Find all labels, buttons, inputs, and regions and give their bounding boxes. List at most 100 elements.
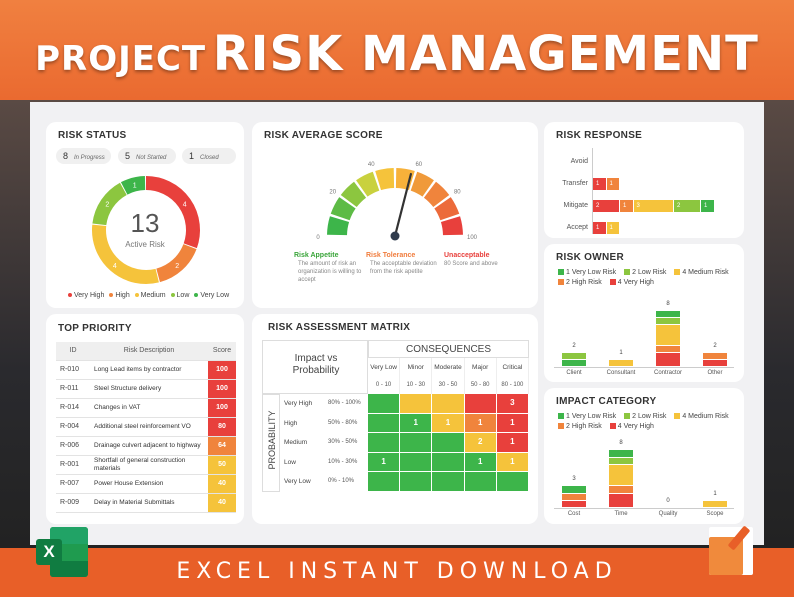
donut-slice-1 <box>155 243 197 283</box>
risk-owner-title: RISK OWNER <box>556 252 624 263</box>
impact-category-legend: 1 Very Low Risk 2 Low Risk 4 Medium Risk… <box>558 412 729 432</box>
owner-bars-total-3: 2 <box>713 343 717 349</box>
priority-id: R-011 <box>56 379 90 399</box>
priority-row: R-001 Shortfall of general construction m… <box>56 455 236 475</box>
owner-bars-total-2: 8 <box>666 301 670 307</box>
response-label-accept: Accept <box>566 224 588 231</box>
matrix-cell-4-1 <box>400 472 432 491</box>
gauge-segment-5 <box>395 168 415 191</box>
risk-average-title: RISK AVERAGE SCORE <box>264 130 383 141</box>
matrix-cell-3-0: 1 <box>368 452 400 472</box>
matrix-corner: Impact vs Probability <box>262 340 368 394</box>
matrix-col-0: Very Low <box>368 358 401 377</box>
priority-desc: Steel Structure delivery <box>90 379 208 399</box>
response-segment-1-1: 1 <box>606 178 619 190</box>
owner-bars-segment-2-1 <box>656 346 680 352</box>
gauge-segment-6 <box>410 171 434 197</box>
gauge-tick-20: 20 <box>329 190 336 196</box>
priority-score: 100 <box>208 360 236 380</box>
zone-appetite: Risk Appetite The amount of risk an orga… <box>294 252 362 283</box>
response-segment-3-1: 1 <box>606 222 619 234</box>
owner-bars-label-3: Other <box>707 370 723 376</box>
owner-bars-label-0: Client <box>566 370 582 376</box>
impact-bars-total-0: 3 <box>572 476 576 483</box>
matrix-row-range-1: 50% - 80% <box>328 419 358 426</box>
gauge-tick-80: 80 <box>454 190 461 196</box>
matrix-row-range-2: 30% - 50% <box>328 439 358 446</box>
top-priority-title: TOP PRIORITY <box>58 323 132 334</box>
owner-bars-segment-0-1 <box>562 353 586 359</box>
matrix-cell-4-0 <box>368 472 400 491</box>
probability-axis: PROBABILITY <box>262 394 280 492</box>
response-label-transfer: Transfer <box>562 180 588 187</box>
col-desc: Risk Description <box>90 342 208 361</box>
risk-average-card: RISK AVERAGE SCORE 0 20 40 60 80 100 Risk App… <box>252 122 538 308</box>
footer-band <box>0 548 794 597</box>
impact-bars-segment-1-1 <box>609 486 633 493</box>
matrix-cell-2-2 <box>432 433 464 452</box>
matrix-col-range-1: 10 - 30 <box>400 377 433 394</box>
priority-id: R-001 <box>56 455 90 475</box>
risk-matrix-card: RISK ASSESSMENT MATRIX Impact vs Probabi… <box>252 314 538 524</box>
response-axis <box>592 148 593 234</box>
impact-bars-label-3: Scope <box>706 511 724 517</box>
priority-id: R-006 <box>56 436 90 456</box>
matrix-col-3: Major <box>465 358 497 377</box>
status-pill-in-progress: 8 In Progress <box>56 148 111 164</box>
priority-desc: Long Lead items by contractor <box>90 360 208 380</box>
priority-desc: Shortfall of general construction materi… <box>90 455 208 475</box>
priority-desc: Changes in VAT <box>90 398 208 418</box>
top-priority-table: ID Risk Description Score R-010 Long Lead… <box>56 342 236 513</box>
matrix-row-2: Medium <box>284 439 308 447</box>
matrix-row-range-3: 10% - 30% <box>328 458 358 465</box>
matrix-cell-0-0 <box>368 394 400 413</box>
priority-row: R-014 Changes in VAT 100 <box>56 398 236 418</box>
impact-category-card: IMPACT CATEGORY 1 Very Low Risk 2 Low Ri… <box>544 388 744 524</box>
priority-desc: Delay in Material Submittals <box>90 493 208 513</box>
gauge-segment-4 <box>375 168 395 191</box>
gauge-tick-0: 0 <box>316 235 320 241</box>
document-logo-icon <box>707 523 757 577</box>
gauge-segment-7 <box>423 181 450 208</box>
priority-score: 80 <box>208 417 236 437</box>
gauge-hub <box>390 231 400 241</box>
matrix-cell-1-1: 1 <box>400 413 432 433</box>
owner-bars-segment-2-4 <box>656 311 680 317</box>
matrix-cell-1-2: 1 <box>432 413 464 433</box>
priority-score: 100 <box>208 379 236 399</box>
priority-row: R-006 Drainage culvert adjacent to highwa… <box>56 436 236 456</box>
impact-bars-segment-0-2 <box>562 486 586 493</box>
matrix-cell-3-1 <box>400 452 432 472</box>
owner-bars-label-1: Consultant <box>606 370 636 376</box>
donut-slice-label-3: 2 <box>105 201 109 208</box>
impact-bars-segment-1-0 <box>609 493 633 507</box>
matrix-cell-3-4: 1 <box>496 452 528 472</box>
priority-row: R-010 Long Lead items by contractor 100 <box>56 360 236 380</box>
response-segment-2-4: 1 <box>701 200 714 212</box>
owner-bars-segment-2-3 <box>656 318 680 324</box>
matrix-cell-0-4: 3 <box>496 394 528 413</box>
impact-bars-label-1: Time <box>614 511 628 517</box>
matrix-cell-1-0 <box>368 413 400 433</box>
status-pill-closed: 1 Closed <box>182 148 236 164</box>
impact-bars-total-1: 8 <box>619 440 623 447</box>
gauge-tick-40: 40 <box>368 162 375 168</box>
matrix-cell-4-2 <box>432 472 464 491</box>
gauge-needle <box>393 172 413 238</box>
banner-title-big: RISK MANAGEMENT <box>212 26 759 82</box>
matrix-row-range-4: 0% - 10% <box>328 478 355 485</box>
donut-slice-label-2: 4 <box>113 263 117 270</box>
matrix-row-1: High <box>284 419 298 427</box>
priority-desc: Drainage culvert adjacent to highway <box>90 436 208 456</box>
priority-score: 100 <box>208 398 236 418</box>
risk-status-title: RISK STATUS <box>58 130 127 141</box>
response-segment-2-0: 2 <box>593 200 619 212</box>
impact-bars-segment-0-1 <box>562 493 586 500</box>
matrix-col-range-3: 50 - 80 <box>465 377 497 394</box>
gauge-segment-0 <box>327 216 350 236</box>
gauge-segment-1 <box>330 197 356 221</box>
matrix-cell-2-3: 2 <box>464 433 496 452</box>
owner-bars-segment-0-0 <box>562 360 586 366</box>
owner-bars-segment-3-0 <box>703 360 727 366</box>
